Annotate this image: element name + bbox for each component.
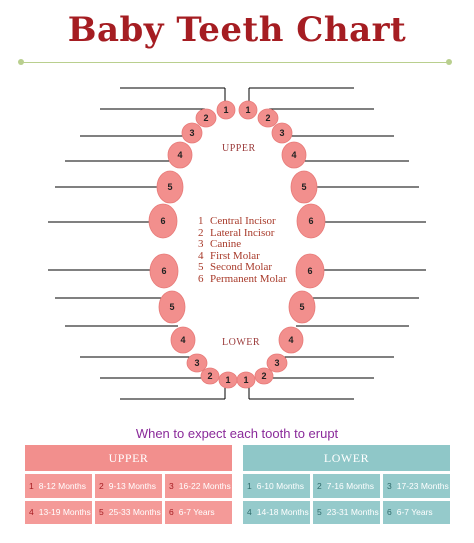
legend-item: 6 Permanent Molar <box>198 272 287 285</box>
lower-tooth-right: 5 <box>288 290 316 324</box>
tooth-number: 2 <box>261 371 266 381</box>
tooth-number: 6 <box>307 266 312 276</box>
lower-table-cell: 4 14-18 Months <box>243 500 310 524</box>
legend-item: 4 First Molar <box>198 249 260 262</box>
divider-dot-right <box>446 59 452 65</box>
lower-tooth-right: 3 <box>266 353 288 373</box>
lower-tooth-left: 4 <box>170 326 196 354</box>
upper-table-header: UPPER <box>25 445 232 471</box>
upper-tooth-left: 4 <box>167 141 193 169</box>
tooth-number: 5 <box>301 182 306 192</box>
lower-jaw-label: LOWER <box>222 337 261 348</box>
upper-tooth-left: 1 <box>216 100 236 120</box>
lower-table-cell: 6 6-7 Years <box>383 500 450 524</box>
eruption-title: When to expect each tooth to erupt <box>135 426 339 441</box>
lower-tooth-right: 2 <box>254 367 274 385</box>
lower-tooth-right: 4 <box>278 326 304 354</box>
upper-tooth-right: 6 <box>296 203 326 239</box>
divider-dot-left <box>18 59 24 65</box>
tooth-number: 1 <box>223 105 228 115</box>
lower-table-cell: 3 17-23 Months <box>383 474 450 498</box>
tooth-number: 5 <box>299 302 304 312</box>
upper-tooth-left: 3 <box>181 122 203 144</box>
upper-tooth-right: 4 <box>281 141 307 169</box>
upper-tooth-right: 2 <box>257 108 279 128</box>
lower-table-header: LOWER <box>243 445 450 471</box>
legend-item: 1 Central Incisor <box>198 215 276 227</box>
upper-jaw-label: UPPER <box>222 143 256 154</box>
tooth-number: 3 <box>189 128 194 138</box>
upper-tooth-right: 5 <box>290 170 318 204</box>
tooth-number: 4 <box>180 335 185 345</box>
tooth-number: 4 <box>288 335 293 345</box>
tooth-number: 3 <box>194 358 199 368</box>
teeth-diagram: 1 12 23 34 45 56 66 65 54 43 32 21 1 <box>48 87 426 400</box>
tooth-number: 1 <box>243 375 248 385</box>
upper-tooth-left: 5 <box>156 170 184 204</box>
legend-item: 3 Canine <box>198 238 242 250</box>
upper-table-cell: 1 8-12 Months <box>25 474 92 498</box>
upper-tooth-right: 1 <box>238 100 258 120</box>
tooth-number: 3 <box>274 358 279 368</box>
lower-tooth-right: 1 <box>236 371 256 389</box>
lower-tooth-left: 1 <box>218 371 238 389</box>
lower-table-cell: 1 6-10 Months <box>243 474 310 498</box>
tooth-number: 4 <box>177 150 182 160</box>
legend-item: 5 Second Molar <box>198 261 273 273</box>
tooth-number: 5 <box>169 302 174 312</box>
title-divider <box>22 62 448 63</box>
tooth-legend: 1 Central Incisor 2 Lateral Incisor 3 Canin… <box>198 215 287 285</box>
lower-tooth-left: 3 <box>186 353 208 373</box>
lower-tooth-left: 2 <box>200 367 220 385</box>
tooth-number: 1 <box>225 375 230 385</box>
tooth-number: 6 <box>160 216 165 226</box>
tooth-number: 2 <box>203 113 208 123</box>
tooth-number: 2 <box>265 113 270 123</box>
tooth-number: 4 <box>291 150 296 160</box>
lower-tooth-left: 5 <box>158 290 186 324</box>
upper-table-cell: 5 25-33 Months <box>95 500 162 524</box>
upper-table-cell: 6 6-7 Years <box>165 500 232 524</box>
upper-tooth-left: 2 <box>195 108 217 128</box>
upper-tooth-left: 6 <box>148 203 178 239</box>
upper-tooth-right: 3 <box>271 122 293 144</box>
upper-table-cell: 2 9-13 Months <box>95 474 162 498</box>
tooth-number: 5 <box>167 182 172 192</box>
lower-tooth-left: 6 <box>149 253 179 289</box>
tooth-number: 6 <box>308 216 313 226</box>
upper-table-cell: 4 13-19 Months <box>25 500 92 524</box>
tooth-number: 1 <box>245 105 250 115</box>
tooth-number: 6 <box>161 266 166 276</box>
lower-table-cell: 2 7-16 Months <box>313 474 380 498</box>
upper-table-cell: 3 16-22 Months <box>165 474 232 498</box>
lower-eruption-table: LOWER 1 6-10 Months 2 7-16 Months 3 17-23 M… <box>243 445 450 524</box>
tooth-number: 3 <box>279 128 284 138</box>
page-title: Baby Teeth Chart <box>67 10 407 50</box>
tooth-number: 2 <box>207 371 212 381</box>
upper-eruption-table: UPPER 1 8-12 Months 2 9-13 Months 3 16-22 M… <box>25 445 232 524</box>
legend-item: 2 Lateral Incisor <box>198 226 275 239</box>
lower-table-cell: 5 23-31 Months <box>313 500 380 524</box>
lower-tooth-right: 6 <box>295 253 325 289</box>
